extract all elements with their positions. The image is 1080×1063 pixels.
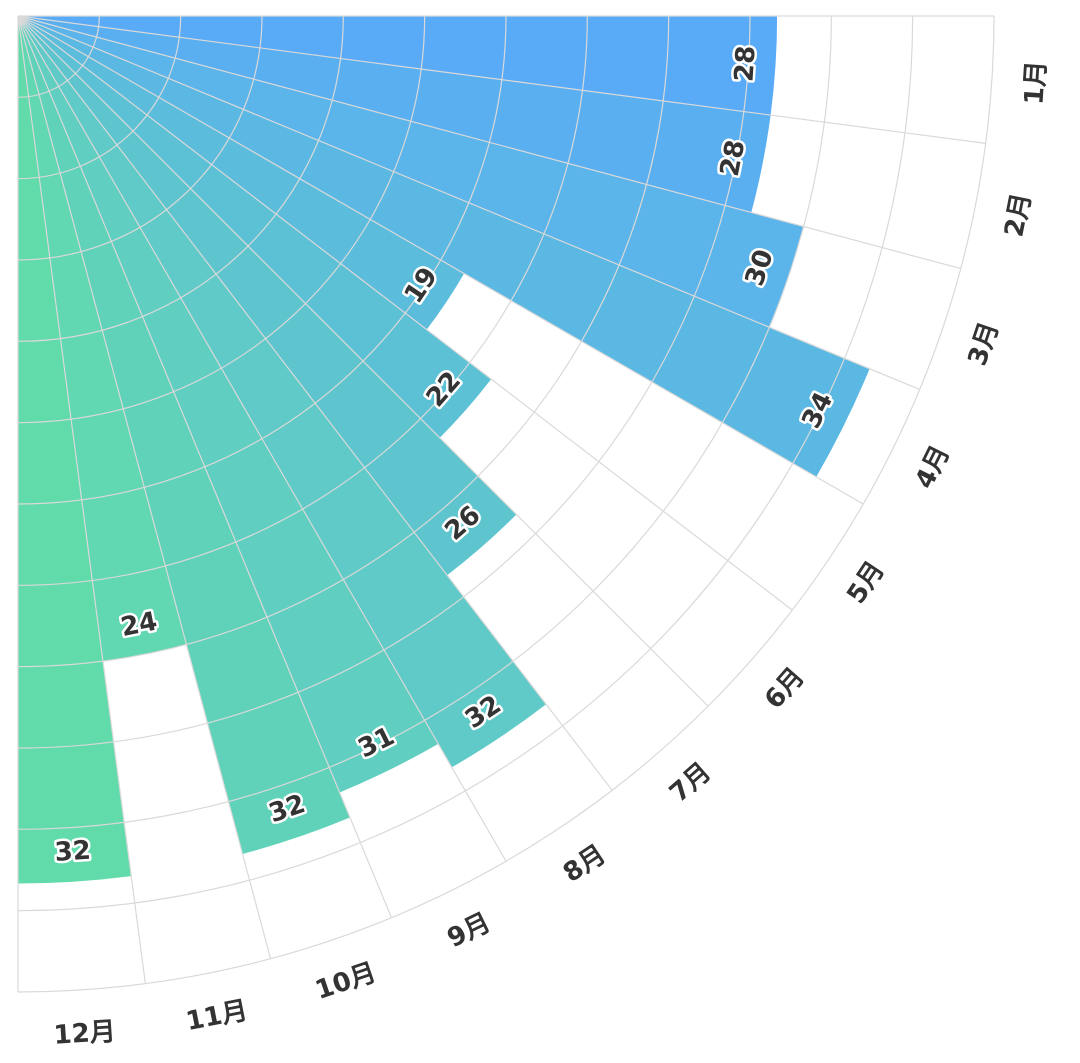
value-label: 28 <box>729 45 761 83</box>
category-label: 7月 <box>664 757 717 809</box>
bar-2[interactable] <box>18 16 771 213</box>
category-label: 5月 <box>841 556 890 609</box>
bar-9[interactable] <box>18 16 439 793</box>
grid-spoke <box>17 15 709 707</box>
grid-spoke <box>17 15 393 918</box>
category-label: 2月 <box>999 190 1037 239</box>
category-label: 8月 <box>558 839 611 888</box>
category-label: 4月 <box>910 441 956 494</box>
value-label: 32 <box>54 836 92 868</box>
grid-spoke <box>17 15 613 791</box>
grid-spoke <box>17 15 272 959</box>
bar-7[interactable] <box>18 16 517 576</box>
grid-spoke <box>17 15 146 984</box>
bar-4[interactable] <box>18 16 870 477</box>
category-label: 9月 <box>443 908 496 954</box>
grid-layer <box>17 15 995 993</box>
grid-spoke <box>17 15 986 144</box>
grid-spoke <box>17 15 793 611</box>
bars-layer <box>18 16 870 884</box>
grid-spoke <box>17 15 507 862</box>
category-label: 3月 <box>963 318 1006 369</box>
bar-6[interactable] <box>18 16 492 438</box>
grid-spoke <box>17 15 961 270</box>
grid-spoke <box>17 15 920 391</box>
bar-3[interactable] <box>18 16 804 328</box>
bar-10[interactable] <box>18 16 350 854</box>
grid-spoke <box>17 15 864 505</box>
bar-11[interactable] <box>18 16 187 662</box>
bar-8[interactable] <box>18 16 547 768</box>
category-label: 6月 <box>759 662 811 715</box>
category-label: 10月 <box>312 958 381 1006</box>
category-label: 11月 <box>184 996 251 1038</box>
category-label: 12月 <box>53 1017 117 1051</box>
bar-5[interactable] <box>18 16 465 330</box>
category-label: 1月 <box>1019 60 1052 106</box>
